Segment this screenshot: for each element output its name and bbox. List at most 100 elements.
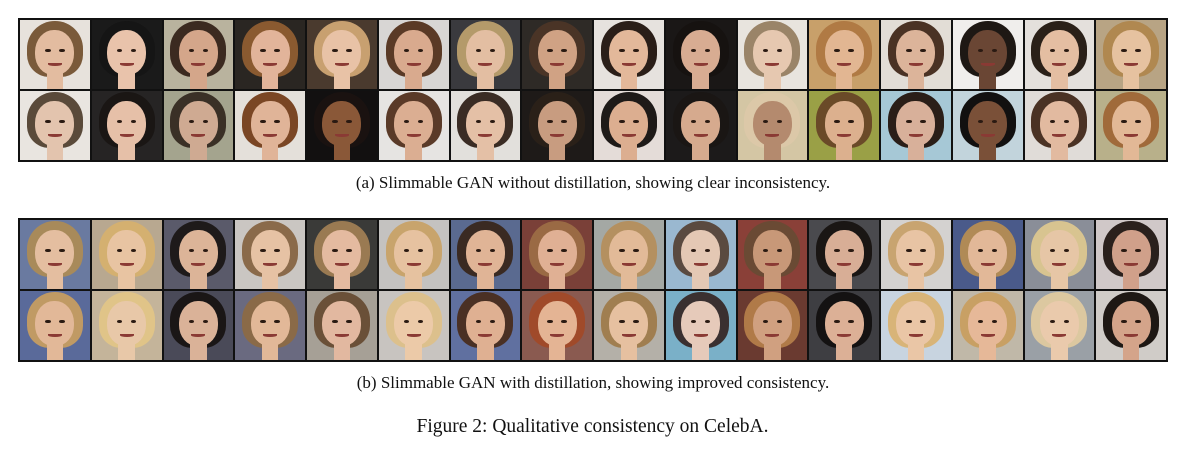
eye-shape (274, 319, 280, 324)
neck-shape (1051, 142, 1068, 160)
mouth-shape (406, 262, 421, 267)
neck-shape (835, 71, 853, 89)
mouth-shape (908, 62, 923, 67)
neck-shape (1122, 142, 1140, 160)
eye-shape (274, 119, 280, 124)
head-shape (968, 100, 1008, 147)
face-thumbnail (737, 291, 808, 360)
neck-shape (477, 271, 494, 289)
mouth-shape (47, 262, 62, 267)
eye-shape (274, 48, 280, 53)
eye-shape (762, 248, 769, 253)
eye-shape (690, 248, 697, 253)
face-thumbnail (235, 220, 305, 289)
neck-shape (190, 71, 207, 89)
eye-shape (346, 48, 352, 53)
head-shape (178, 100, 218, 147)
head-shape (394, 29, 434, 76)
neck-shape (405, 271, 422, 289)
mouth-shape (621, 262, 636, 267)
neck-shape (261, 71, 279, 89)
mouth-shape (765, 62, 780, 67)
head-shape (1039, 229, 1079, 276)
eye-shape (991, 248, 998, 253)
head-shape (537, 100, 577, 147)
face-thumbnail (809, 291, 879, 360)
subfigure-a: (a) Slimmable GAN without distillation, … (18, 18, 1168, 192)
mouth-shape (550, 262, 565, 267)
eye-shape (475, 248, 482, 253)
eye-shape (619, 119, 625, 124)
head-shape (465, 29, 505, 76)
eye-shape (834, 248, 840, 253)
face-thumbnail (737, 91, 808, 160)
mouth-shape (980, 133, 995, 138)
eye-shape (1121, 248, 1127, 253)
neck-shape (907, 342, 925, 360)
head-shape (968, 300, 1008, 347)
head-shape (537, 300, 577, 347)
neck-shape (1051, 71, 1068, 89)
face-thumbnail (307, 291, 377, 360)
face-thumbnail (91, 291, 162, 360)
eye-shape (547, 48, 553, 53)
eye-shape (260, 319, 266, 324)
head-shape (178, 300, 218, 347)
eye-shape (1049, 48, 1056, 53)
eye-shape (762, 48, 769, 53)
face-thumbnail (235, 91, 305, 160)
eye-shape (188, 119, 195, 124)
head-shape (537, 229, 577, 276)
head-shape (250, 100, 290, 147)
head-shape (968, 229, 1008, 276)
eye-shape (762, 119, 769, 124)
mouth-shape (191, 62, 206, 67)
neck-shape (907, 271, 925, 289)
eye-shape (202, 319, 209, 324)
eye-shape (920, 319, 926, 324)
eye-shape (561, 319, 567, 324)
eye-shape (977, 319, 984, 324)
head-shape (824, 100, 864, 147)
neck-shape (1122, 271, 1140, 289)
head-shape (322, 229, 362, 276)
eye-shape (1135, 119, 1141, 124)
face-thumbnail (450, 91, 521, 160)
mouth-shape (334, 62, 349, 67)
mouth-shape (119, 333, 134, 338)
face-thumbnail (665, 91, 736, 160)
eye-shape (489, 48, 496, 53)
neck-shape (477, 142, 494, 160)
head-shape (752, 29, 792, 76)
eye-shape (776, 48, 783, 53)
mouth-shape (1124, 262, 1139, 267)
eye-shape (848, 319, 854, 324)
face-thumbnail (952, 220, 1023, 289)
mouth-shape (1124, 333, 1139, 338)
eye-shape (1135, 248, 1141, 253)
eye-shape (59, 48, 65, 53)
head-shape (107, 229, 147, 276)
eye-shape (906, 119, 912, 124)
head-shape (250, 229, 290, 276)
mouth-shape (621, 62, 636, 67)
neck-shape (692, 71, 709, 89)
head-shape (465, 229, 505, 276)
eye-shape (1063, 119, 1070, 124)
head-shape (250, 300, 290, 347)
face-thumbnail (1024, 20, 1095, 89)
eye-shape (116, 48, 123, 53)
eye-shape (45, 319, 51, 324)
neck-shape (835, 142, 853, 160)
eye-shape (1135, 48, 1141, 53)
eye-shape (690, 319, 697, 324)
eye-shape (475, 319, 482, 324)
mouth-shape (47, 133, 62, 138)
head-shape (896, 300, 936, 347)
eye-shape (633, 48, 639, 53)
face-thumbnail (20, 220, 90, 289)
head-shape (681, 29, 721, 76)
eye-shape (45, 248, 51, 253)
face-thumbnail (307, 220, 377, 289)
eye-shape (116, 248, 123, 253)
